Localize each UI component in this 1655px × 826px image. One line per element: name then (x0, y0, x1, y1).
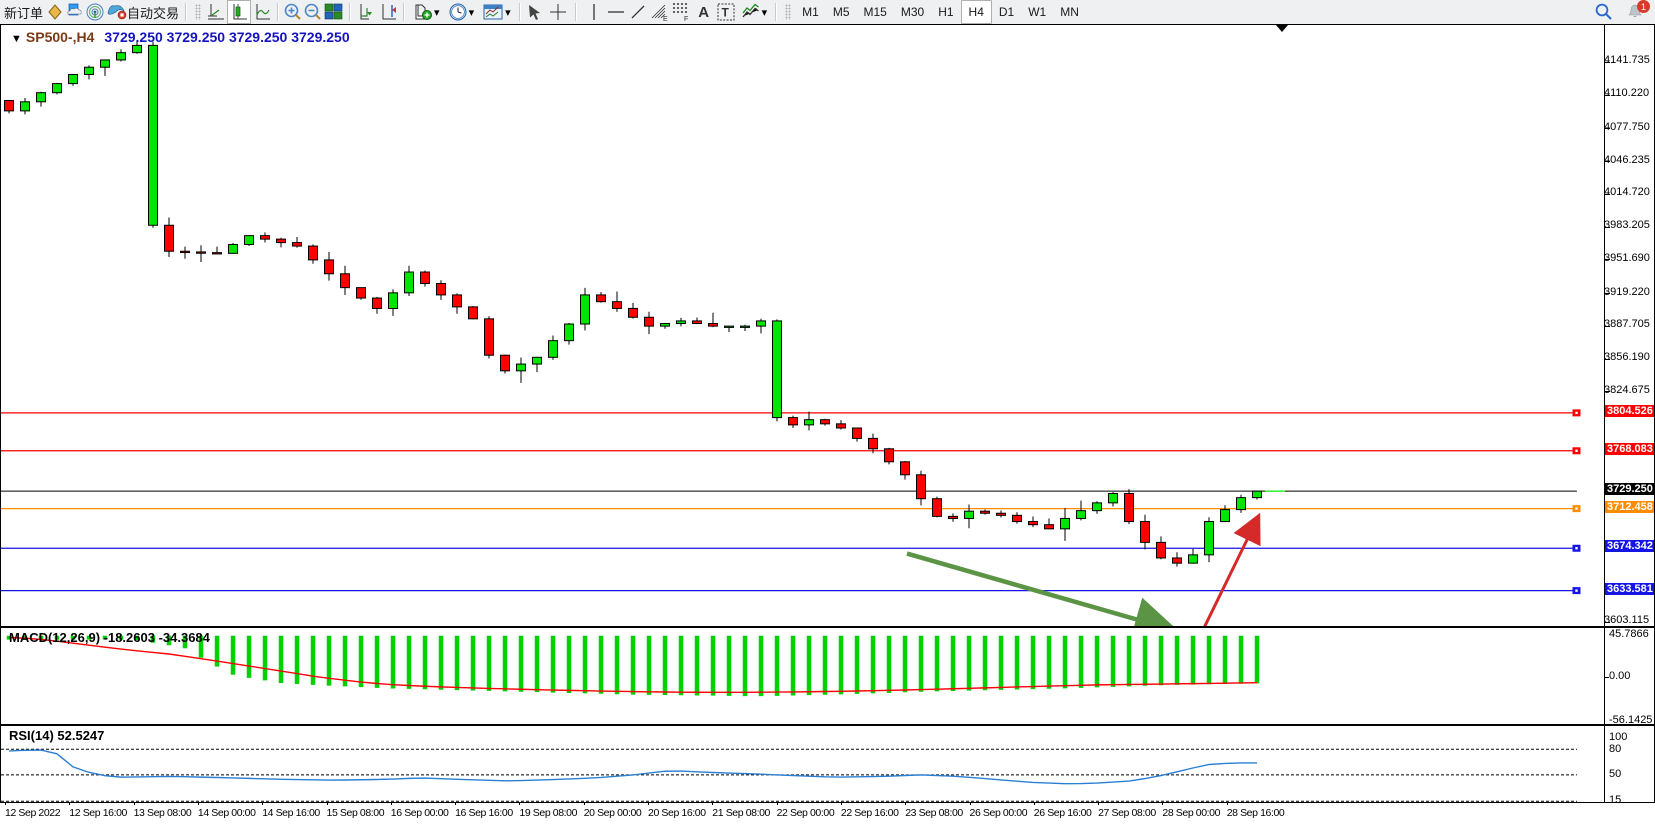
svg-text:E: E (663, 16, 668, 22)
svg-text:T: T (721, 6, 729, 20)
svg-text:F: F (684, 16, 688, 22)
